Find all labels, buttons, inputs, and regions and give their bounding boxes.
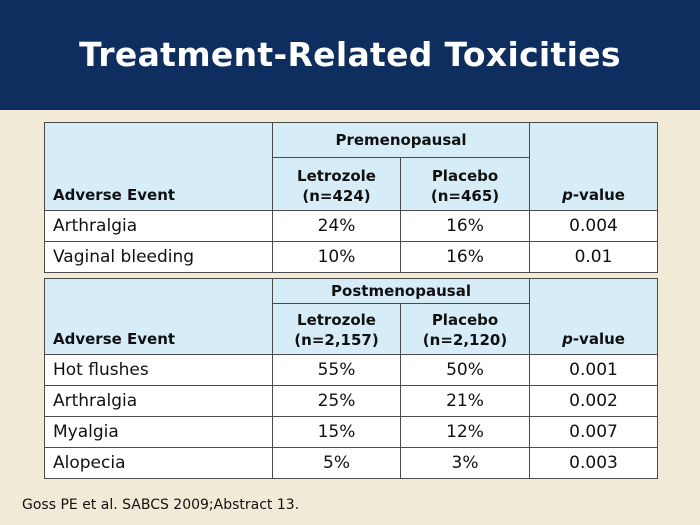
postmenopausal-table: Adverse Event Postmenopausal p-value Let…: [44, 278, 659, 479]
placebo-value: 16%: [400, 241, 530, 273]
p-value: 0.007: [529, 416, 659, 448]
table-row: Arthralgia 25% 21% 0.002: [44, 385, 659, 417]
p-value: 0.003: [529, 447, 659, 479]
placebo-header: Placebo (n=465): [400, 157, 530, 211]
event-name: Myalgia: [44, 416, 273, 448]
letrozole-value: 10%: [272, 241, 401, 273]
p-value: 0.001: [529, 354, 659, 386]
table-row: Arthralgia 24% 16% 0.004: [44, 210, 658, 242]
letrozole-header: Letrozole (n=424): [272, 157, 401, 211]
placebo-value: 21%: [399, 385, 531, 417]
letrozole-value: 55%: [272, 354, 401, 386]
letrozole-header: Letrozole (n=2,157): [272, 303, 401, 355]
placebo-value: 16%: [400, 210, 530, 242]
p-value: 0.002: [529, 385, 659, 417]
p-value-header: p-value: [529, 122, 658, 211]
placebo-value: 50%: [399, 354, 531, 386]
adverse-event-header: Adverse Event: [44, 278, 273, 355]
event-name: Vaginal bleeding: [44, 241, 273, 273]
placebo-value: 3%: [399, 447, 531, 479]
p-value: 0.004: [529, 210, 658, 242]
group-header-premenopausal: Premenopausal: [272, 122, 530, 158]
event-name: Alopecia: [44, 447, 273, 479]
slide-title: Treatment-Related Toxicities: [79, 34, 621, 74]
table-row: Alopecia 5% 3% 0.003: [44, 447, 659, 479]
p-value: 0.01: [529, 241, 658, 273]
premenopausal-table: Adverse Event Premenopausal p-value Letr…: [44, 122, 658, 273]
placebo-value: 12%: [399, 416, 531, 448]
title-bar: Treatment-Related Toxicities: [0, 0, 700, 110]
table-row: Hot flushes 55% 50% 0.001: [44, 354, 659, 386]
event-name: Hot flushes: [44, 354, 273, 386]
event-name: Arthralgia: [44, 385, 273, 417]
letrozole-value: 15%: [272, 416, 401, 448]
event-name: Arthralgia: [44, 210, 273, 242]
table-row: Myalgia 15% 12% 0.007: [44, 416, 659, 448]
letrozole-value: 5%: [272, 447, 401, 479]
letrozole-value: 24%: [272, 210, 401, 242]
p-value-header: p-value: [529, 278, 659, 355]
table-row: Vaginal bleeding 10% 16% 0.01: [44, 241, 658, 273]
group-header-postmenopausal: Postmenopausal: [271, 278, 531, 304]
placebo-header: Placebo (n=2,120): [399, 303, 531, 355]
adverse-event-header: Adverse Event: [44, 122, 273, 211]
citation-footnote: Goss PE et al. SABCS 2009;Abstract 13.: [22, 497, 300, 513]
letrozole-value: 25%: [272, 385, 401, 417]
